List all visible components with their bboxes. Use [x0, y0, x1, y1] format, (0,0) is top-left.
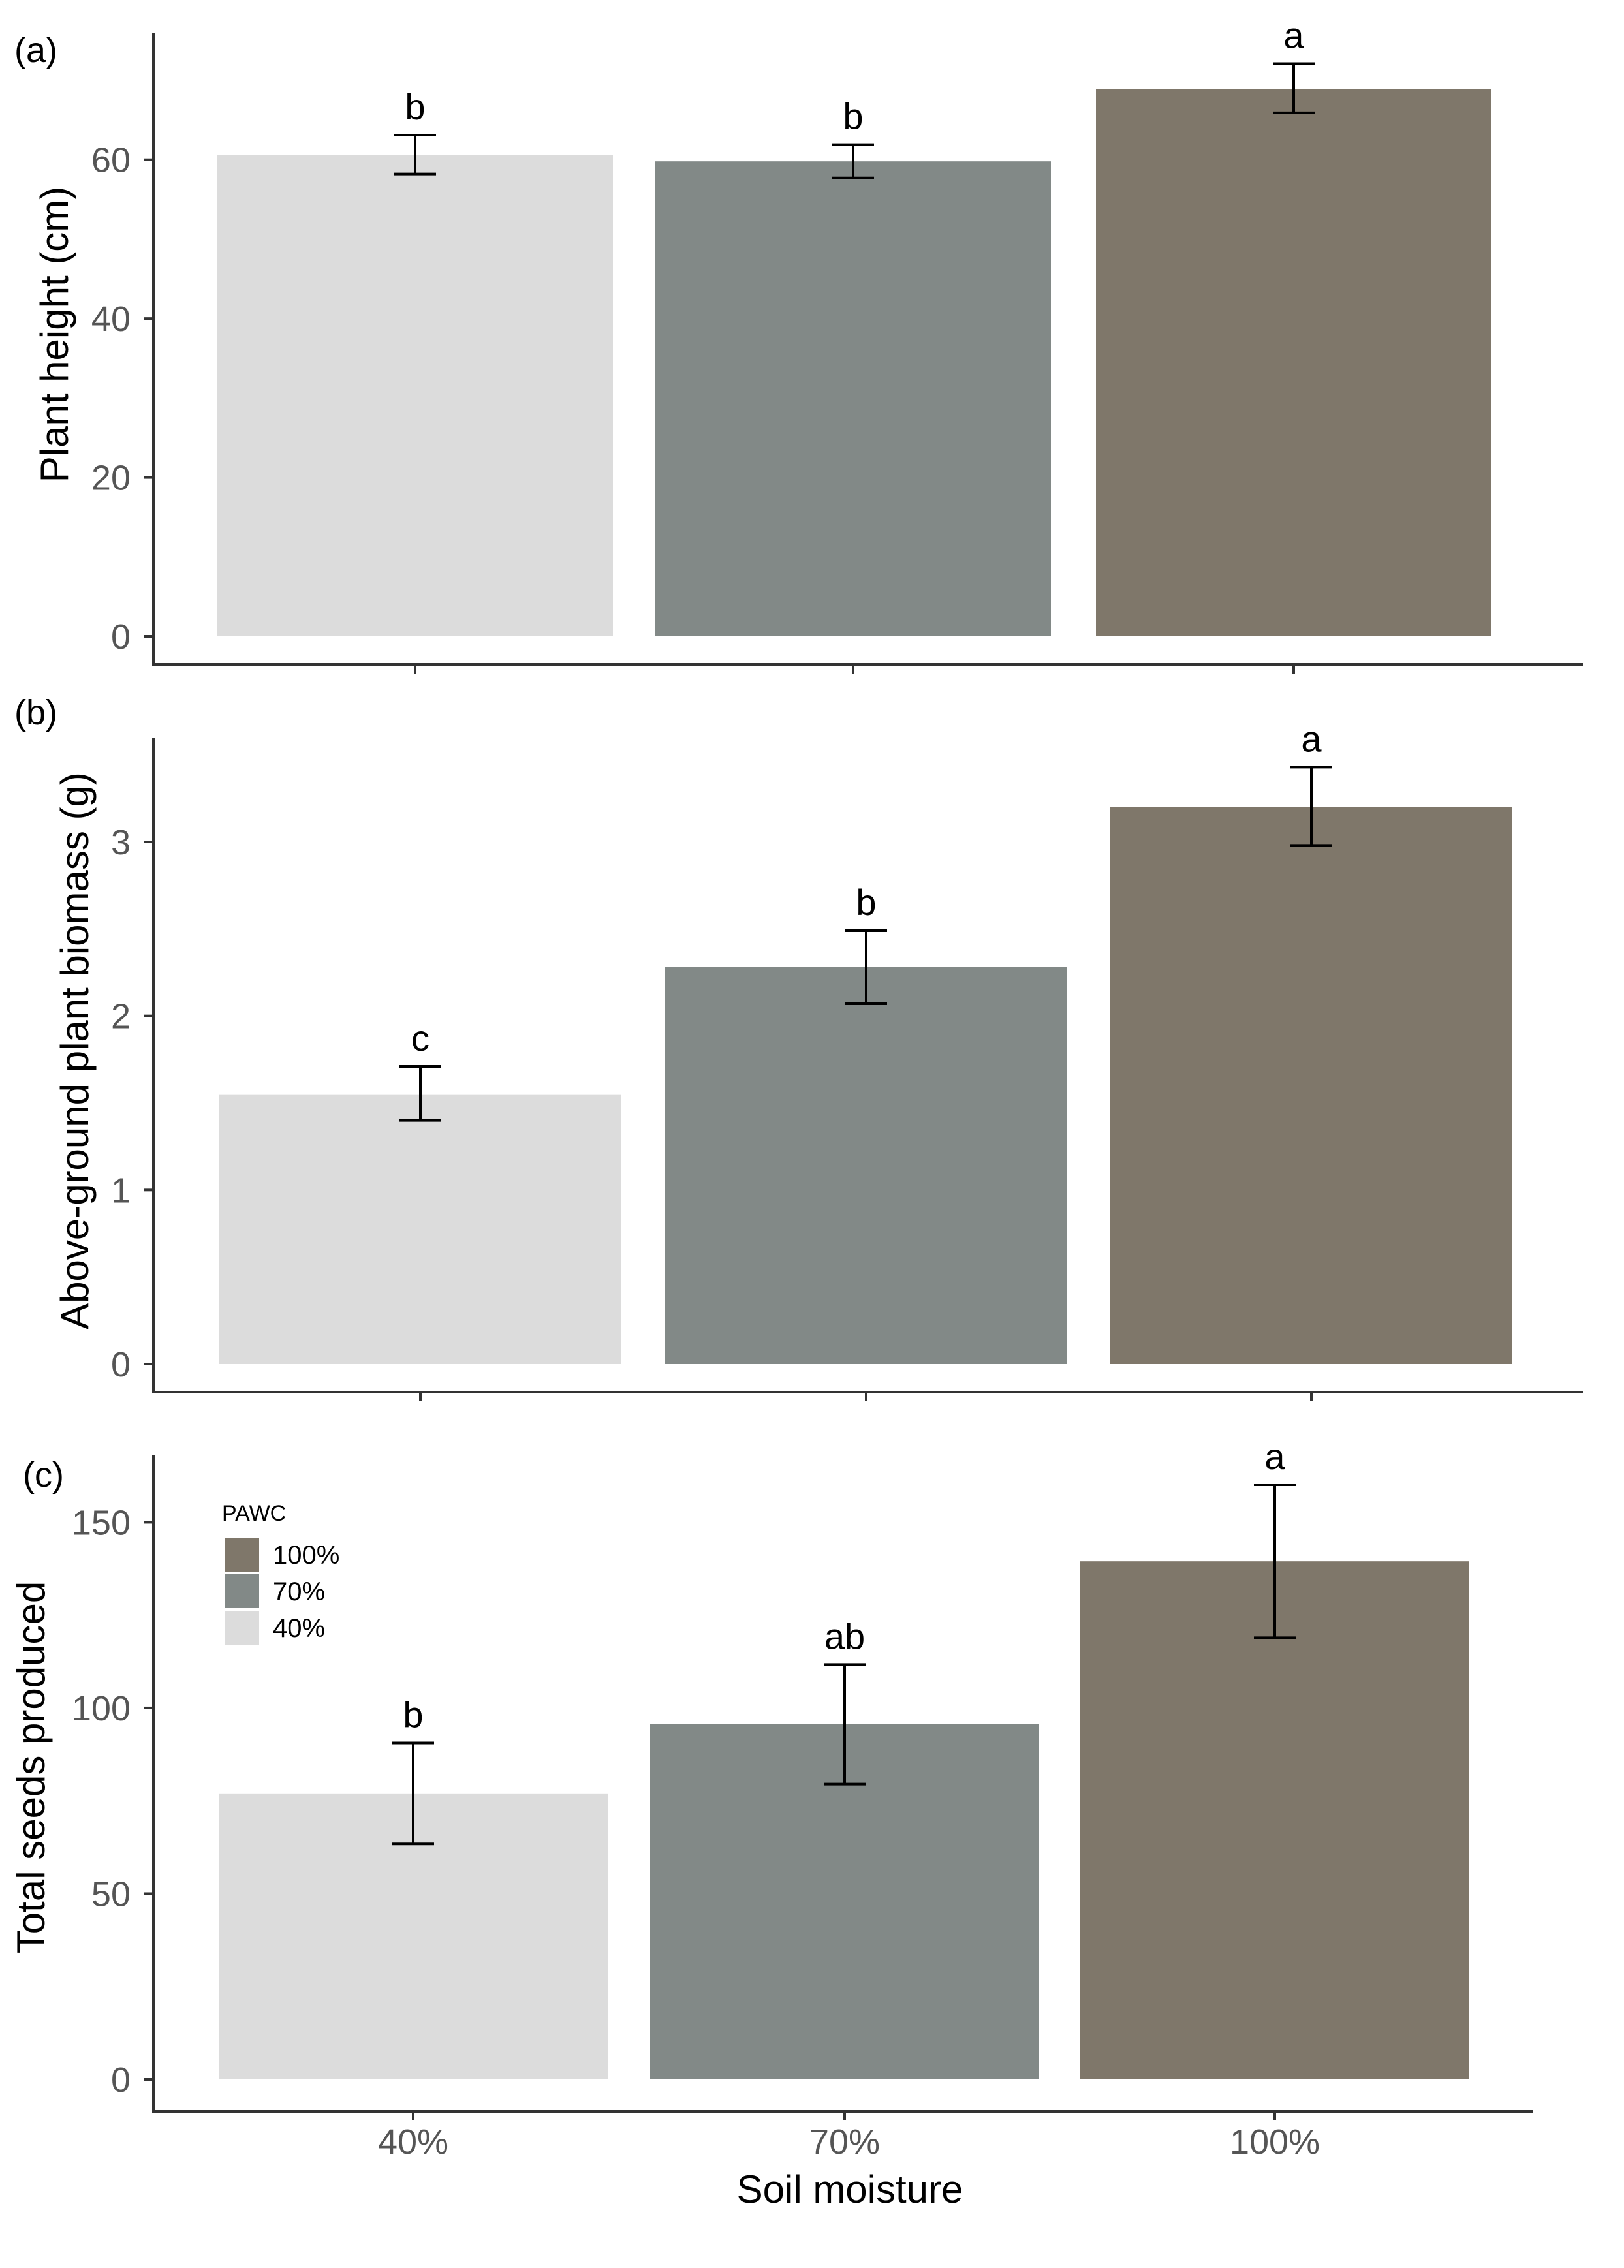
y-tick-label: 60: [91, 141, 131, 180]
error-bar: [392, 1741, 434, 1846]
axis-lines: [152, 33, 1583, 666]
y-tick-label: 0: [111, 617, 131, 657]
y-tick-label: 150: [72, 1503, 131, 1542]
error-bar: [1273, 62, 1315, 114]
error-bar: [399, 1065, 441, 1122]
y-tick-label: 0: [111, 2060, 131, 2100]
x-tick-label: 40%: [378, 2122, 448, 2162]
legend-swatch: [225, 1538, 259, 1572]
legend-swatch: [225, 1611, 259, 1645]
y-tick-label: 20: [91, 459, 131, 498]
error-bar: [832, 143, 874, 179]
y-axis-title: Total seeds produced: [9, 1581, 53, 1953]
significance-letter: a: [1283, 14, 1304, 55]
bar-70pct: [655, 161, 1051, 637]
legend-label: 70%: [273, 1577, 325, 1606]
panel-label: (b): [14, 693, 57, 732]
y-tick-label: 40: [91, 300, 131, 339]
significance-letter: ab: [824, 1615, 865, 1656]
panel-c: b ab a 0 50 100 150 40% 70% 100% Total seeds produ…: [9, 1436, 1533, 2211]
panel-a: b b a 0 20 40 60 Plant height (cm) (a): [14, 14, 1583, 674]
error-bar: [845, 929, 887, 1005]
y-axis-title: Plant height (cm): [33, 187, 76, 483]
y-tick-label: 1: [111, 1171, 131, 1210]
significance-letter: b: [405, 86, 425, 127]
bar-40pct: [219, 1094, 621, 1364]
x-tick-label: 70%: [809, 2122, 880, 2162]
significance-letter: c: [411, 1017, 429, 1059]
panel-label: (a): [14, 31, 57, 70]
error-bar: [1254, 1483, 1296, 1639]
significance-letter: a: [1301, 718, 1322, 759]
y-tick-label: 100: [72, 1689, 131, 1728]
y-tick-label: 2: [111, 997, 131, 1036]
bar-40pct: [217, 155, 613, 636]
significance-letter: b: [843, 96, 863, 137]
axis-lines: [152, 1455, 1533, 2113]
y-tick-label: 3: [111, 823, 131, 862]
axis-lines: [152, 738, 1583, 1393]
y-tick-label: 0: [111, 1345, 131, 1384]
panel-b: c b a 0 1 2 3 Above-ground plant biomass (g) (b): [14, 693, 1583, 1401]
legend-title: PAWC: [222, 1501, 286, 1526]
legend-label: 40%: [273, 1614, 325, 1643]
y-tick-label: 50: [91, 1874, 131, 1914]
legend-label: 100%: [273, 1541, 339, 1570]
legend: PAWC 100% 70% 40%: [222, 1501, 339, 1645]
y-axis-title: Above-ground plant biomass (g): [53, 772, 97, 1329]
error-bar: [824, 1663, 866, 1786]
x-tick-label: 100%: [1230, 2122, 1320, 2162]
error-bar: [1290, 766, 1332, 847]
significance-letter: a: [1264, 1436, 1285, 1477]
significance-letter: b: [403, 1694, 423, 1735]
significance-letter: b: [856, 882, 876, 923]
bar-70pct: [665, 967, 1067, 1364]
panel-label: (c): [23, 1455, 64, 1495]
bar-100pct: [1080, 1561, 1469, 2079]
x-axis-title: Soil moisture: [737, 2167, 963, 2211]
bar-100pct: [1110, 807, 1512, 1364]
legend-swatch: [225, 1574, 259, 1608]
error-bar: [394, 134, 436, 176]
bar-100pct: [1096, 89, 1491, 636]
